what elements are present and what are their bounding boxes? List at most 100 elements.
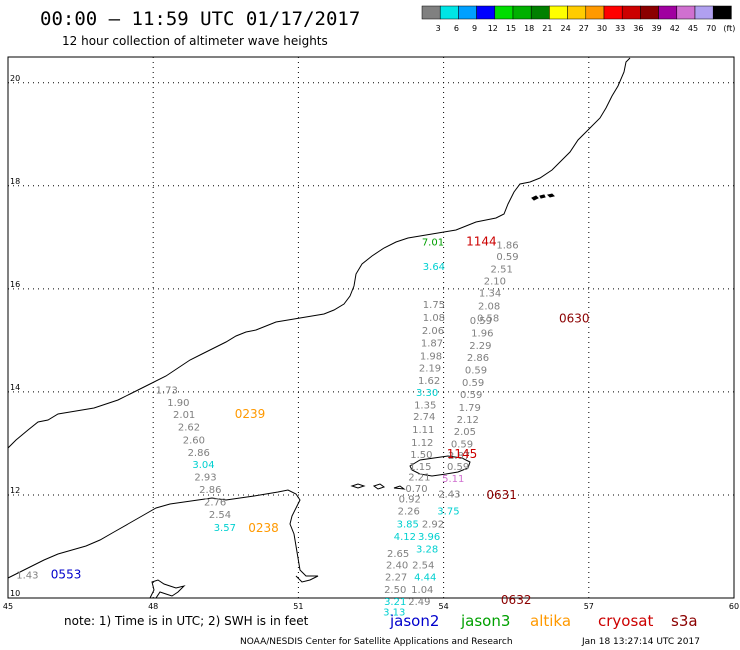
swh-value: 2.49 <box>408 597 430 608</box>
swh-value: 0.59 <box>460 390 482 401</box>
units-note: note: 1) Time is in UTC; 2) SWH is in fe… <box>64 614 309 628</box>
mission-legend: jason2 jason3 altika cryosat s3a <box>389 612 698 630</box>
swh-value: 2.12 <box>457 415 479 426</box>
swh-value: 0.59 <box>496 252 518 263</box>
colorbar-label: 27 <box>579 24 589 33</box>
swh-value: 5.11 <box>442 474 464 485</box>
colorbar-label: 42 <box>670 24 680 33</box>
swh-value: 2.60 <box>183 435 205 446</box>
pass-time-label: 0239 <box>235 407 266 421</box>
swh-value: 2.54 <box>412 561 434 572</box>
latitude-tick-label: 16 <box>10 280 20 289</box>
swh-value: 1.79 <box>459 403 481 414</box>
pass-time-label: 0553 <box>51 567 82 581</box>
swh-value: 3.64 <box>423 262 445 273</box>
pass-time-label: 0630 <box>559 311 590 325</box>
swh-value: 1.35 <box>414 400 436 411</box>
swh-value: 2.93 <box>194 473 216 484</box>
socotra-island <box>409 455 471 477</box>
map-frame <box>7 56 735 599</box>
latitude-tick-label: 12 <box>10 486 20 495</box>
swh-value: 1.08 <box>423 313 445 324</box>
colorbar-swatch <box>494 5 514 20</box>
swh-value: 2.86 <box>467 353 489 364</box>
colorbar-label: 21 <box>542 24 552 33</box>
longitude-tick-label: 48 <box>148 602 158 611</box>
swh-value: 4.12 <box>394 532 416 543</box>
colorbar-label: 18 <box>524 24 534 33</box>
somali-coast-fragment <box>149 579 186 599</box>
swh-value: 1.87 <box>421 339 443 350</box>
swh-value: 3.57 <box>214 523 236 534</box>
swh-value: 2.21 <box>408 473 430 484</box>
swh-value: 1.73 <box>156 385 178 396</box>
swh-value: 2.43 <box>438 490 460 501</box>
swh-value: 1.43 <box>16 570 38 581</box>
colorbar-swatch <box>476 5 496 20</box>
swh-value: 3.13 <box>383 608 405 619</box>
colorbar-swatch <box>439 5 459 20</box>
colorbar-label: 9 <box>472 24 477 33</box>
swh-value: 2.29 <box>469 341 491 352</box>
figure-subtitle: 12 hour collection of altimeter wave hei… <box>62 34 328 48</box>
timestamp-text: Jan 18 13:27:14 UTC 2017 <box>581 637 700 647</box>
swh-value: 2.27 <box>385 572 407 583</box>
swh-value: 2.26 <box>398 507 420 518</box>
swh-value: 1.15 <box>409 462 431 473</box>
swh-value: 0.59 <box>470 316 492 327</box>
swh-value: 1.34 <box>479 289 501 300</box>
swh-value: 1.12 <box>411 438 433 449</box>
colorbar-label: 6 <box>454 24 459 33</box>
swh-value: 1.50 <box>410 450 432 461</box>
swh-value: 2.62 <box>178 423 200 434</box>
colorbar-swatch <box>658 5 678 20</box>
mission-name: altika <box>530 612 571 630</box>
mission-name: jason2 <box>389 612 439 630</box>
swh-value: 3.30 <box>416 388 438 399</box>
swh-value: 1.96 <box>471 328 493 339</box>
swh-value: 2.65 <box>387 549 409 560</box>
colorbar-label: 36 <box>633 24 643 33</box>
axis-ticks: 45 48 51 54 57 60 20 18 16 14 12 10 <box>3 74 739 611</box>
swh-value: 1.98 <box>420 351 442 362</box>
swh-value: 2.05 <box>454 427 476 438</box>
colorbar-swatch <box>676 5 696 20</box>
swh-value: 3.04 <box>192 460 214 471</box>
latitude-tick-label: 14 <box>10 383 20 392</box>
longitude-tick-label: 45 <box>3 602 13 611</box>
swh-value: 0.58 <box>477 313 499 324</box>
colorbar-swatch <box>640 5 659 20</box>
small-islands <box>350 483 406 490</box>
swh-value: 0.59 <box>462 378 484 389</box>
swh-value: 3.28 <box>416 545 438 556</box>
colorbar-label: 33 <box>615 24 625 33</box>
swh-value: 2.10 <box>484 277 506 288</box>
swh-value: 2.74 <box>413 412 435 423</box>
colorbar-swatch <box>512 5 532 20</box>
swh-value: 2.50 <box>384 585 406 596</box>
pass-time-label: 0632 <box>501 593 532 607</box>
pass-time-label: 0238 <box>248 521 279 535</box>
graticule <box>8 57 734 598</box>
swh-value: 2.87 <box>448 451 470 462</box>
colorbar-legend: 3 6 9 12 15 18 21 24 27 30 33 36 39 42 45 70 (ft) <box>421 5 735 33</box>
colorbar-label: 12 <box>488 24 498 33</box>
colorbar-swatch <box>712 5 732 20</box>
colorbar-swatch <box>621 5 641 20</box>
colorbar-swatch <box>567 5 587 20</box>
mission-name: cryosat <box>598 612 653 630</box>
arabian-coastline <box>7 57 631 583</box>
swh-value: 2.76 <box>204 497 226 508</box>
swh-value: 2.01 <box>173 410 195 421</box>
colorbar-swatch <box>694 5 714 20</box>
pass-time-label: 1145 <box>447 447 478 461</box>
swh-readings: 1.860.592.512.101.342.080.580.591.962.29… <box>16 238 518 619</box>
colorbar-swatch <box>603 5 623 20</box>
colorbar-swatch <box>421 5 441 20</box>
colorbar-label: 24 <box>561 24 571 33</box>
colorbar-swatch <box>458 5 477 20</box>
pass-time-label: 0631 <box>486 488 517 502</box>
credit-text: NOAA/NESDIS Center for Satellite Applica… <box>240 637 513 647</box>
swh-value: 2.08 <box>478 301 500 312</box>
